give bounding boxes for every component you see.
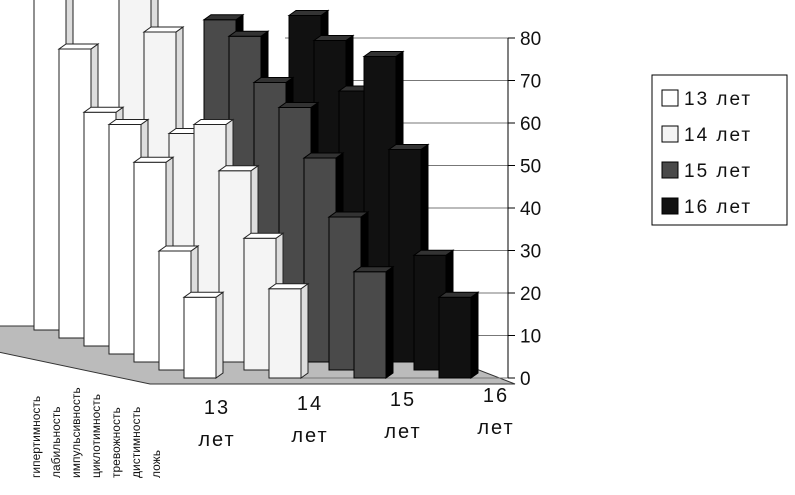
bar-top <box>252 77 295 83</box>
x-tick-label: 16 лет <box>477 385 515 439</box>
bar-top <box>132 156 175 163</box>
x-tick-label: 14 лет <box>291 393 329 447</box>
x-tick-label: 13 лет <box>198 397 236 451</box>
bar-top <box>327 211 370 218</box>
y-tick-label: 10 <box>520 327 541 348</box>
y-tick-label: 30 <box>520 242 541 263</box>
legend-label: 14 лет <box>684 125 752 146</box>
legend-swatch <box>661 161 679 179</box>
bar-front <box>268 288 302 379</box>
bar-top <box>287 10 330 16</box>
bar-top <box>82 106 125 113</box>
depth-label: тревожность <box>109 407 123 478</box>
depth-label: циклотимность <box>89 394 103 478</box>
bar <box>267 282 310 379</box>
y-tick-label: 80 <box>520 29 541 50</box>
legend-swatch <box>661 125 679 143</box>
x-tick-label: 15 лет <box>384 389 422 443</box>
bar-front <box>353 271 387 379</box>
bar-side <box>385 265 394 379</box>
y-tick-label: 50 <box>520 157 541 178</box>
bar-top <box>107 119 150 125</box>
bar-top <box>57 43 100 50</box>
bar-top <box>227 30 270 37</box>
bar-top <box>217 165 260 172</box>
bar-top <box>157 245 200 252</box>
bar-top <box>387 144 430 150</box>
bar-top <box>267 283 310 290</box>
y-tick-label: 20 <box>520 284 541 305</box>
y-tick-label: 60 <box>520 114 541 135</box>
bar-side <box>470 291 479 379</box>
bar <box>182 291 225 379</box>
bar-top <box>352 266 395 273</box>
depth-label: гипертимность <box>29 396 43 478</box>
bar-top <box>312 35 355 41</box>
bar-top <box>242 232 285 239</box>
bar <box>352 265 395 379</box>
depth-label: импульсивность <box>69 387 83 478</box>
depth-label: ложь <box>149 450 163 478</box>
depth-label: дистимность <box>129 407 143 478</box>
bar-top <box>202 14 245 21</box>
bar-side <box>215 291 224 379</box>
legend-label: 15 лет <box>684 161 752 182</box>
depth-label: лабильность <box>49 406 63 478</box>
bar-top <box>192 119 235 125</box>
legend-swatch <box>661 197 679 215</box>
bar-top <box>437 291 480 298</box>
y-tick-label: 40 <box>520 199 541 220</box>
bar <box>437 291 480 379</box>
legend-label: 13 лет <box>684 89 752 110</box>
bar-front <box>438 296 472 379</box>
bar-top <box>142 26 185 33</box>
legend-swatch <box>661 89 679 107</box>
bar-top <box>182 291 225 298</box>
y-tick-label: 0 <box>520 369 531 390</box>
bar-top <box>302 152 345 159</box>
y-tick-label: 70 <box>520 72 541 93</box>
bar-front <box>183 296 217 379</box>
bar-top <box>277 102 320 108</box>
bar-top <box>362 51 405 57</box>
legend-label: 16 лет <box>684 197 752 218</box>
bar-top <box>412 249 455 256</box>
bar-side <box>300 282 309 379</box>
